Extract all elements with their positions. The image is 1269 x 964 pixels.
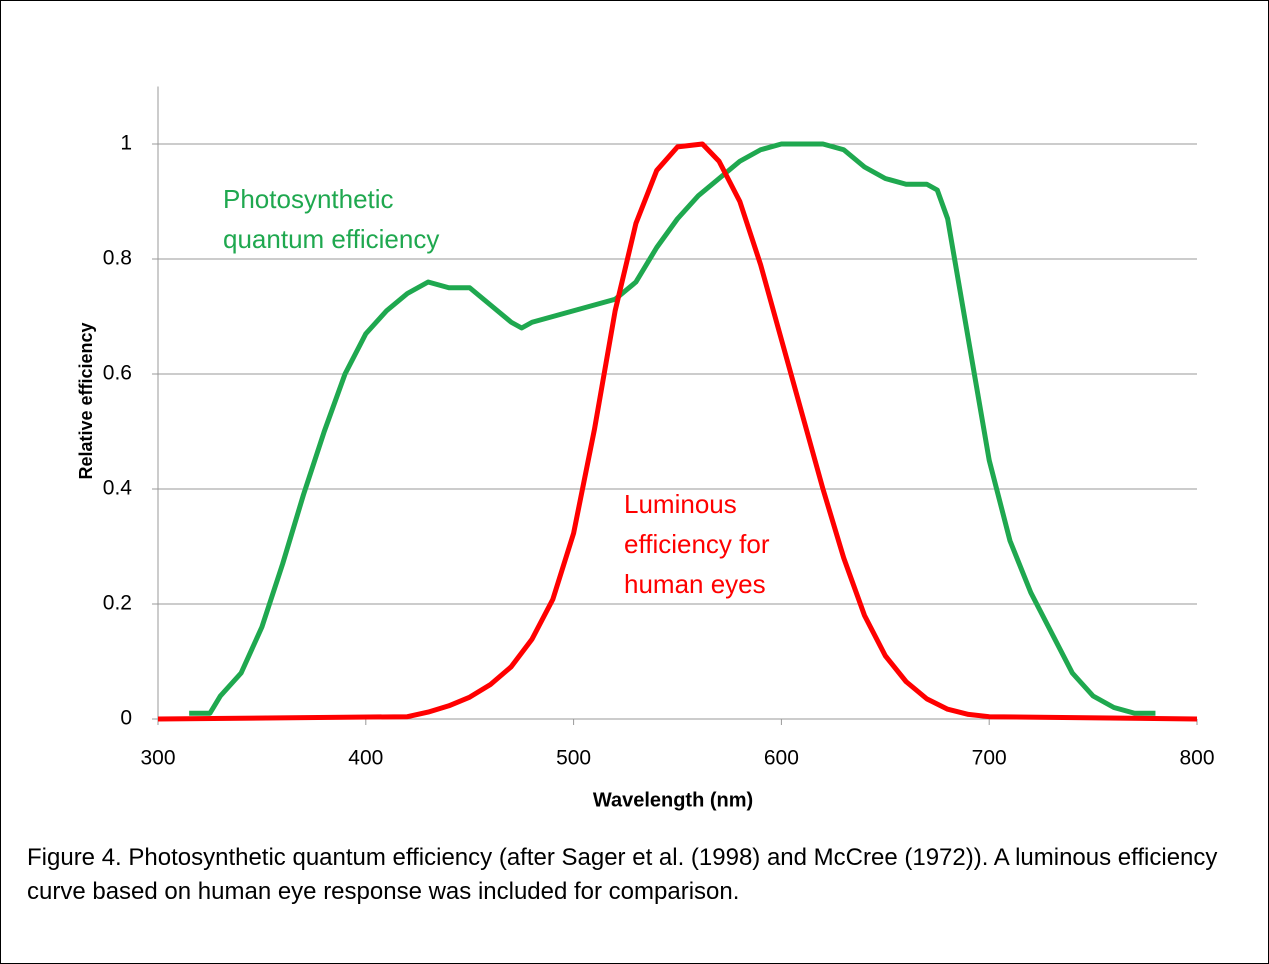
y-axis-label: Relative efficiency (76, 322, 96, 479)
annotation: human eyes (624, 569, 766, 599)
y-tick-label: 0.8 (103, 247, 132, 270)
x-tick-label: 400 (348, 747, 383, 770)
y-tick-label: 1 (120, 132, 132, 155)
annotation: Luminous (624, 489, 737, 519)
chart: Wavelength (nm) Relative efficiency 0 0.2… (76, 86, 1215, 811)
annotation: Photosynthetic (223, 184, 394, 214)
caption: Figure 4. Photosynthetic quantum efficie… (27, 844, 1218, 905)
y-tick-label: 0.4 (103, 477, 133, 500)
x-tick-label: 700 (972, 747, 1007, 770)
x-axis-label: Wavelength (nm) (593, 789, 753, 811)
y-tick-label: 0.6 (103, 362, 132, 385)
y-tick-label: 0.2 (103, 592, 132, 615)
series-line (189, 141, 1156, 716)
y-tick-label: 0 (120, 707, 132, 730)
annotation: efficiency for (624, 529, 770, 559)
x-tick-label: 600 (764, 747, 799, 770)
annotation: quantum efficiency (223, 224, 439, 254)
series-line (157, 141, 1198, 722)
x-tick-label: 300 (140, 747, 175, 770)
x-tick-label: 800 (1179, 747, 1214, 770)
x-tick-label: 500 (556, 747, 591, 770)
